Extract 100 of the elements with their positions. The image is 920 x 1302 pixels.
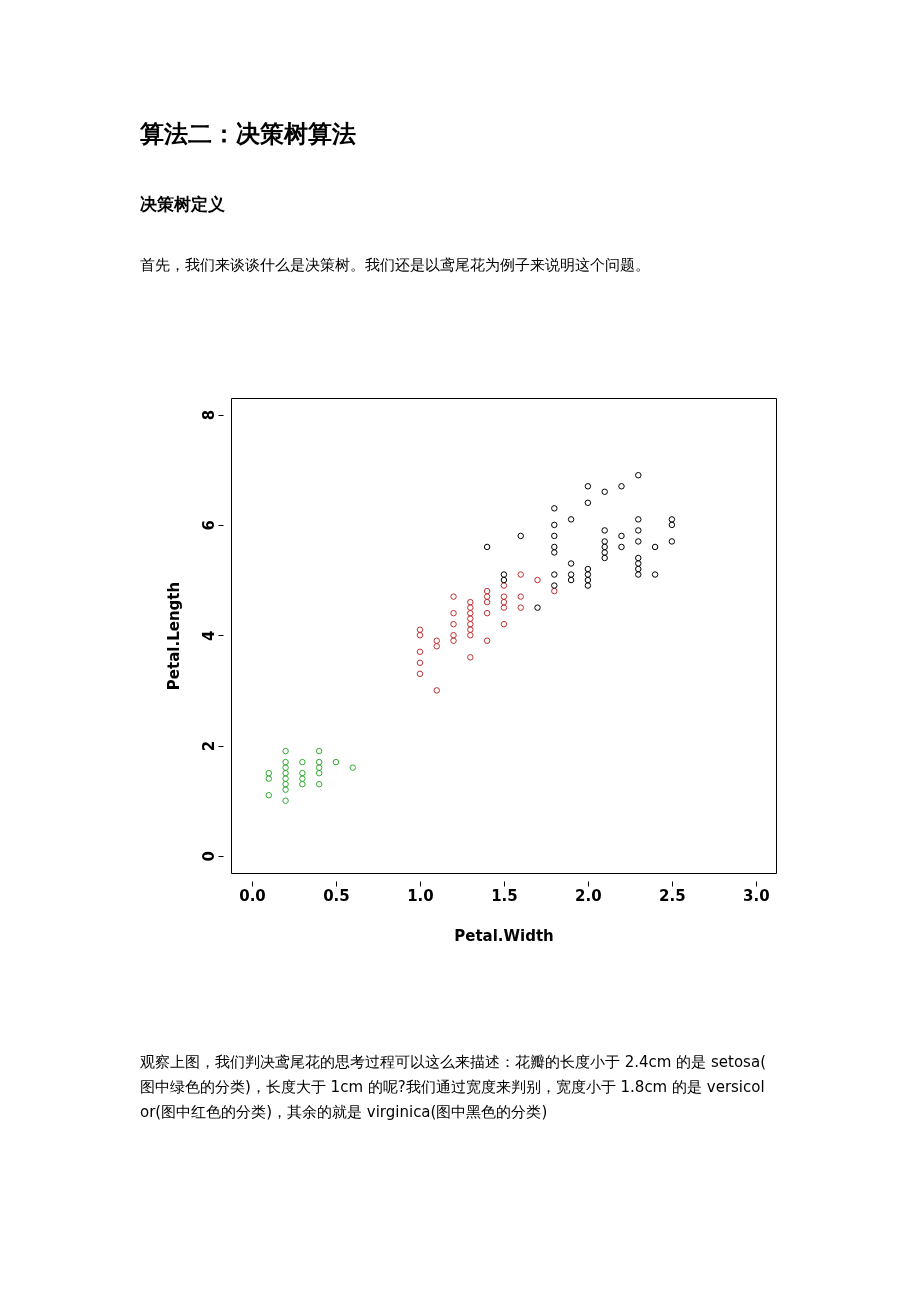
point [517,593,524,600]
point [483,543,491,551]
point [265,775,273,782]
point [265,769,273,777]
point [500,593,508,600]
point [450,593,457,600]
point [467,598,474,606]
point [450,637,457,644]
point [517,532,524,540]
point [416,670,424,678]
point [416,659,424,667]
y-tick-label: 2 [199,740,218,752]
point [282,758,289,766]
point [584,576,592,584]
point [467,626,474,633]
point [551,543,558,551]
point [567,571,575,578]
point [315,747,323,755]
point [635,565,642,573]
point [282,764,289,771]
point [517,604,524,611]
y-tick-label: 4 [199,630,218,641]
point [433,687,440,694]
point [315,780,323,788]
x-tick-label: 0.0 [239,886,266,905]
point [349,764,356,771]
point [500,582,508,589]
y-tick-label: 6 [199,520,218,531]
chart-subtitle: 决策树定义 [140,194,225,214]
point [467,615,474,622]
point [551,582,558,589]
point [618,483,625,490]
point [500,604,508,611]
point [299,775,306,782]
x-tick-label: 1.5 [491,886,518,905]
point [635,554,642,562]
chart-title: 算法二：决策树算法 [139,120,356,148]
point [584,565,592,573]
point [450,620,457,628]
point [500,620,508,628]
point [584,499,592,507]
point [567,516,575,523]
point [332,758,340,766]
point [618,532,625,540]
point [467,604,474,611]
point [315,758,323,766]
point [282,797,289,804]
point [450,609,457,617]
point [299,769,306,777]
point [467,609,474,617]
y-tick-label: 0 [199,851,218,862]
point [483,609,491,617]
point [551,587,558,595]
point [467,654,474,661]
x-tick-label: 0.5 [323,886,350,905]
point [601,538,608,545]
point [668,538,676,545]
point [433,643,440,650]
point [668,521,676,529]
point [500,571,508,578]
point [483,587,491,595]
point [517,571,524,578]
point [534,576,541,584]
point [282,786,289,793]
point [601,543,608,551]
point [567,560,575,567]
point [551,521,558,529]
point [584,571,592,578]
x-tick-label: 2.0 [575,886,602,905]
point [315,764,323,771]
point [635,516,642,523]
point [601,549,608,556]
point [282,780,289,788]
point [551,505,558,512]
point [416,626,424,633]
x-tick-label: 2.5 [659,886,686,905]
point [483,598,491,606]
text: 首先，我们来谈谈什么是决策树。我们还是以鸢尾花为例子来说明这个问题。 [140,256,650,274]
y-axis-title: Petal.Length [164,581,183,691]
point [551,549,558,556]
text: 观察上图，我们判决鸢尾花的思考过程可以这么来描述：花瓣的长度小于 2.4cm 的是 setosa(图中绿色的分类)，长度大于 1cm 的呢?我们通过宽度来判别，宽度小于 1.8cm 的是 versicolor(图中红色的分类)，其余的就是 virginica(图中黑色的分类) [140,1053,766,1121]
point [282,747,289,755]
point [601,527,608,534]
point [551,571,558,578]
point [416,631,424,639]
point [584,483,592,490]
point [416,648,424,656]
point [635,571,642,578]
point [467,620,474,628]
point [635,472,642,479]
point [299,780,306,788]
point [601,488,608,496]
point [282,769,289,777]
x-tick-label: 3.0 [743,886,770,905]
point [299,758,306,766]
point [635,527,642,534]
point [500,598,508,606]
point [534,604,541,611]
point [483,637,491,644]
point [551,532,558,540]
